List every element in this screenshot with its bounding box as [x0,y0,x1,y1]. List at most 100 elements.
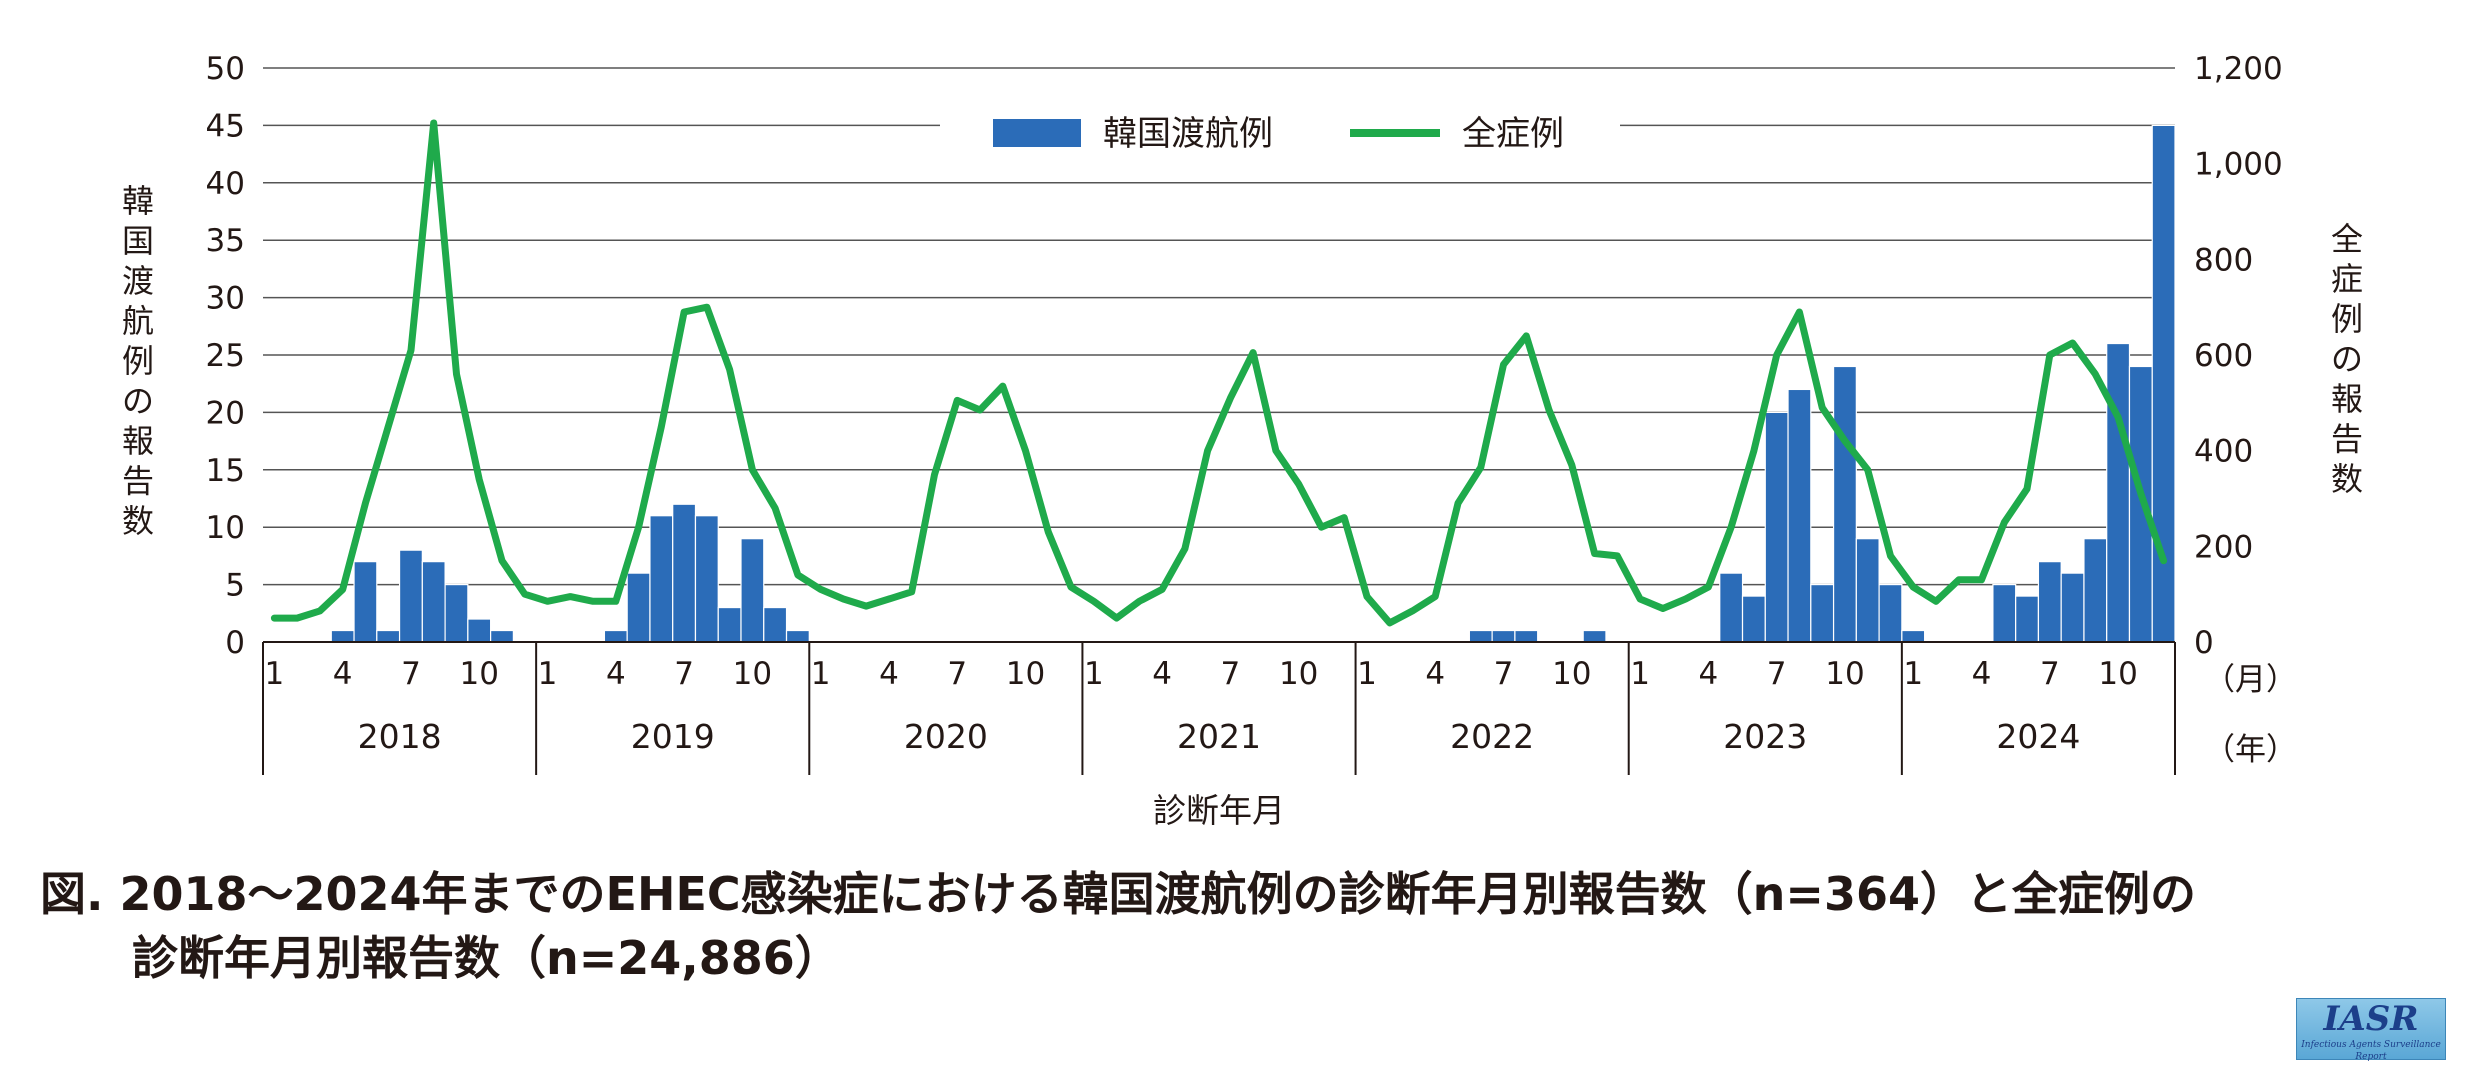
left-tick-label: 20 [206,395,245,431]
bar [444,583,469,643]
right-axis-title-char: 症 [2331,260,2363,298]
month-tick-label: 10 [2098,656,2137,692]
bar [1491,629,1516,643]
right-axis-title-char: 例 [2331,300,2363,338]
bar [603,629,628,643]
left-tick-label: 0 [225,625,245,661]
bar [785,629,810,643]
left-tick-label: 40 [206,166,245,202]
bar [421,561,446,643]
year-label: 2024 [1996,717,2080,756]
bar [2015,595,2040,643]
bar [1787,388,1812,643]
month-tick-label: 1 [811,656,831,692]
year-label: 2021 [1177,717,1261,756]
bar [467,618,492,643]
year-label: 2018 [358,717,442,756]
month-tick-label: 10 [1279,656,1318,692]
month-tick-label: 4 [1152,656,1172,692]
left-tick-label: 35 [206,223,245,259]
month-tick-label: 1 [265,656,285,692]
month-tick-label: 1 [1903,656,1923,692]
right-tick-label: 0 [2194,625,2214,661]
bar [2151,124,2176,643]
month-tick-label: 7 [1221,656,1241,692]
left-axis-title-char: 報 [122,422,154,460]
right-tick-label: 1,000 [2194,147,2283,183]
year-label: 2019 [631,717,715,756]
left-tick-label: 50 [206,51,245,87]
bar [1514,629,1539,643]
month-tick-label: 4 [1425,656,1445,692]
month-tick-label: 10 [733,656,772,692]
axes: 0 5 10 15 20 25 30 35 40 45 50 0 200 400 600 800 1,000 1,… [122,51,2363,830]
bar [694,515,719,643]
logo-text: IASR [2323,999,2419,1039]
year-label: 2022 [1450,717,1534,756]
bar [1582,629,1607,643]
left-axis-title-char: 告 [122,462,154,500]
month-tick-label: 1 [1357,656,1377,692]
bar [2037,561,2062,643]
right-axis-title-char: 告 [2331,420,2363,458]
bar [2060,572,2085,643]
right-tick-label: 1,200 [2194,51,2283,87]
month-tick-label: 7 [674,656,694,692]
month-tick-label: 7 [947,656,967,692]
left-tick-label: 45 [206,108,245,144]
right-axis-title-char: 報 [2331,380,2363,418]
left-tick-label: 30 [206,281,245,317]
figure-caption-line1: 図. 2018～2024年までのEHEC感染症における韓国渡航例の診断年月別報告… [40,867,2196,921]
right-tick-label: 600 [2194,338,2253,374]
left-axis-title-char: 韓 [122,182,154,220]
right-tick-label: 800 [2194,242,2253,278]
month-tick-label: 4 [1972,656,1992,692]
series-line-all-cases [270,119,2168,627]
year-label: 2020 [904,717,988,756]
month-tick-label: 4 [606,656,626,692]
month-tick-label: 4 [333,656,353,692]
right-axis-title-char: 全 [2331,220,2363,258]
year-unit-label: （年） [2204,732,2297,768]
logo-subtitle: Infectious Agents Surveillance Report [2301,1040,2441,1062]
left-tick-label: 10 [206,510,245,546]
bar [1832,365,1857,643]
month-tick-label: 10 [460,656,499,692]
left-tick-label: 15 [206,453,245,489]
bar [649,515,674,643]
left-tick-label: 25 [206,338,245,374]
year-label: 2023 [1723,717,1807,756]
bar [1901,629,1926,643]
right-axis-title-char: 数 [2331,460,2363,498]
right-tick-label: 200 [2194,529,2253,565]
right-axis-title-char: の [2331,340,2363,378]
legend: 韓国渡航例 全症例 [940,98,1620,160]
month-tick-label: 10 [1006,656,1045,692]
bar [717,606,742,643]
bar [1741,595,1766,643]
month-tick-label: 10 [1825,656,1864,692]
left-axis-title-char: の [122,382,154,420]
bar [1468,629,1493,643]
month-unit-label: （月） [2204,662,2297,698]
month-tick-label: 7 [1494,656,1514,692]
bar [376,629,401,643]
bar [353,561,378,643]
left-axis-title-char: 数 [122,502,154,540]
left-axis-title-char: 例 [122,342,154,380]
month-tick-label: 1 [1084,656,1104,692]
bar [1719,572,1744,643]
bar [330,629,355,643]
month-tick-label: 7 [1767,656,1787,692]
bar [490,629,514,643]
bar [626,572,651,643]
legend-swatch-bar [993,119,1081,147]
legend-label-line: 全症例 [1462,114,1564,154]
left-axis-title-char: 航 [122,302,154,340]
month-tick-label: 7 [2040,656,2060,692]
bar [1992,583,2017,643]
bar [2106,342,2131,643]
month-tick-label: 1 [1630,656,1650,692]
bar [1878,583,1903,643]
